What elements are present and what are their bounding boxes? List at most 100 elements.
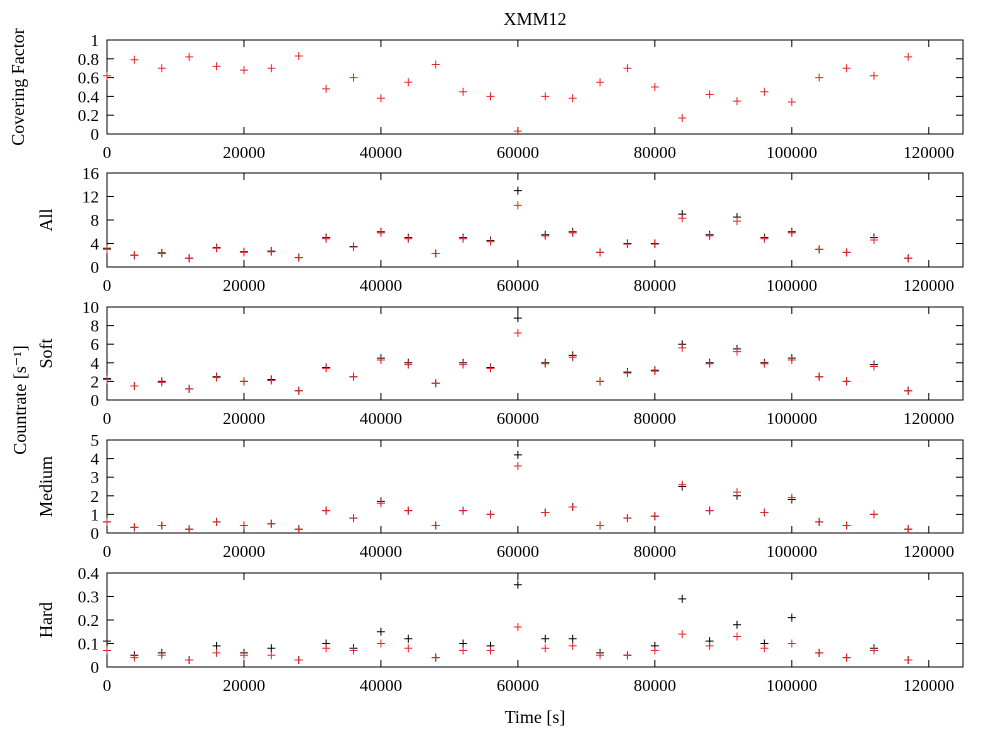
data-point xyxy=(157,249,166,258)
data-point xyxy=(212,62,221,71)
panel-covering: 00.20.40.60.81 0 20000 40000 60000 80000 10000… xyxy=(8,28,964,162)
data-point xyxy=(267,651,276,660)
x-tick-label: 40000 xyxy=(360,542,403,561)
data-point xyxy=(760,359,769,368)
data-point xyxy=(486,364,495,373)
y-tick-label: 0 xyxy=(91,658,100,677)
series-red xyxy=(103,51,913,136)
x-tick-label: 80000 xyxy=(634,143,677,162)
data-point xyxy=(904,52,913,61)
x-tick-label: 20000 xyxy=(223,542,266,561)
data-point xyxy=(815,73,824,82)
data-point xyxy=(431,379,440,388)
data-point xyxy=(904,525,913,534)
x-tick-label: 120000 xyxy=(903,143,954,162)
x-tick-label: 80000 xyxy=(634,276,677,295)
data-point xyxy=(596,377,605,386)
data-point xyxy=(568,228,577,237)
y-tick-label: 8 xyxy=(91,211,100,230)
data-point xyxy=(760,87,769,96)
data-point xyxy=(623,514,632,523)
data-point xyxy=(678,114,687,123)
panels-group: 00.20.40.60.810 20000 40000 60000 80000 10000… xyxy=(8,28,964,695)
data-point xyxy=(212,517,221,526)
y-tick-label: 0.4 xyxy=(78,564,100,583)
y-tick-label: 0.6 xyxy=(78,69,99,88)
data-point xyxy=(787,356,796,365)
data-point xyxy=(842,248,851,257)
y-tick-label: 6 xyxy=(91,335,100,354)
data-point xyxy=(869,510,878,519)
data-point xyxy=(376,627,385,636)
data-point xyxy=(869,71,878,80)
data-point xyxy=(185,254,194,263)
data-point xyxy=(568,94,577,103)
data-point xyxy=(486,646,495,655)
data-point xyxy=(212,641,221,650)
data-point xyxy=(760,644,769,653)
x-tick-label: 100000 xyxy=(766,409,817,428)
data-point xyxy=(733,620,742,629)
y-tick-label: 0.2 xyxy=(78,611,99,630)
x-tick-label: 60000 xyxy=(497,276,540,295)
data-point xyxy=(623,369,632,378)
panel-y-label: All xyxy=(36,208,56,231)
series-red xyxy=(103,201,913,263)
data-point xyxy=(404,506,413,515)
x-tick-label: 40000 xyxy=(360,143,403,162)
x-tick-label: 60000 xyxy=(497,676,540,695)
y-tick-label: 0.2 xyxy=(78,106,99,125)
panel-frame xyxy=(106,39,964,135)
y-tick-label: 0.4 xyxy=(78,87,100,106)
data-point xyxy=(678,480,687,489)
data-point xyxy=(212,648,221,657)
y-tick-label: 4 xyxy=(91,235,100,254)
data-point xyxy=(904,386,913,395)
x-tick-label: 120000 xyxy=(903,409,954,428)
data-point xyxy=(376,639,385,648)
panel-frame xyxy=(106,306,964,401)
shared-y-axis-title: Countrate [s⁻¹] xyxy=(10,345,30,454)
data-point xyxy=(267,247,276,256)
data-point xyxy=(157,378,166,387)
y-tick-label: 0 xyxy=(91,125,100,144)
panel-y-label: Soft xyxy=(36,338,56,368)
x-tick-label: 120000 xyxy=(903,676,954,695)
data-point xyxy=(513,127,522,136)
data-point xyxy=(541,508,550,517)
y-tick-label: 0 xyxy=(91,391,100,410)
data-point xyxy=(322,506,331,515)
data-point xyxy=(787,639,796,648)
data-point xyxy=(513,314,522,323)
data-point xyxy=(541,644,550,653)
data-point xyxy=(459,234,468,243)
x-tick-label: 0 xyxy=(103,143,112,162)
data-point xyxy=(376,228,385,237)
y-tick-label: 2 xyxy=(91,372,100,391)
panel-frame xyxy=(106,172,964,268)
data-point xyxy=(267,519,276,528)
data-point xyxy=(513,462,522,471)
x-tick-label: 0 xyxy=(103,542,112,561)
data-point xyxy=(787,228,796,237)
data-point xyxy=(623,64,632,73)
data-point xyxy=(541,359,550,368)
data-point xyxy=(650,83,659,91)
y-tick-label: 4 xyxy=(91,450,100,469)
x-tick-label: 0 xyxy=(103,676,112,695)
data-point xyxy=(869,362,878,371)
series-black xyxy=(103,314,913,395)
y-tick-label: 0.1 xyxy=(78,635,99,654)
y-tick-label: 0 xyxy=(91,258,100,277)
data-point xyxy=(596,78,605,87)
y-tick-label: 0 xyxy=(91,524,100,543)
data-point xyxy=(130,251,139,260)
data-point xyxy=(705,506,714,515)
data-point xyxy=(787,613,796,622)
data-point xyxy=(294,525,303,534)
data-point xyxy=(267,376,276,385)
series-black xyxy=(103,580,913,664)
chart-title: XMM12 xyxy=(503,9,566,29)
